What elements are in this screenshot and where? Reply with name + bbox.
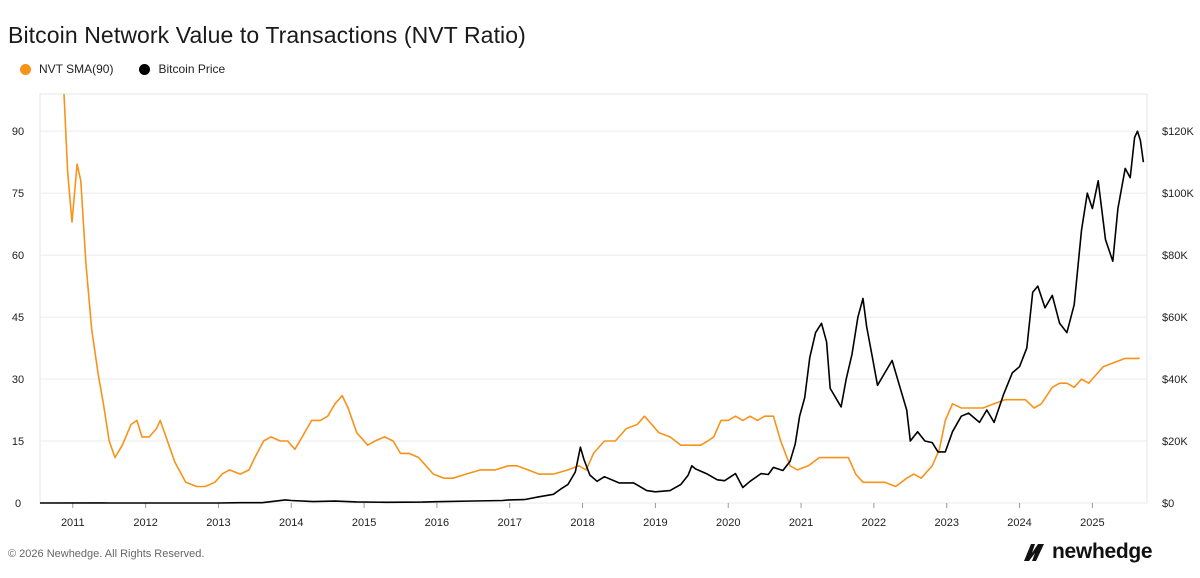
y-left-tick-label: 45 <box>12 312 24 324</box>
y-right-tick-label: $40K <box>1162 374 1188 386</box>
x-tick-label: 2025 <box>1080 517 1104 529</box>
bitcoin-price-line <box>39 130 1145 504</box>
chart-legend: NVT SMA(90) Bitcoin Price <box>20 62 225 76</box>
y-left-tick-label: 15 <box>12 436 24 448</box>
y-right-tick-label: $0 <box>1162 498 1174 510</box>
brand-name: newhedge <box>1052 540 1153 563</box>
x-tick-label: 2013 <box>206 517 230 529</box>
copyright-text: © 2026 Newhedge. All Rights Reserved. <box>8 548 205 560</box>
legend-label-price: Bitcoin Price <box>158 62 226 76</box>
legend-item-price[interactable]: Bitcoin Price <box>139 62 225 76</box>
y-right-tick-label: $100K <box>1162 188 1194 200</box>
plot-area <box>39 93 1148 504</box>
x-tick-label: 2018 <box>570 517 594 529</box>
page-title: Bitcoin Network Value to Transactions (N… <box>8 22 526 48</box>
x-tick-label: 2019 <box>643 517 667 529</box>
brand-logo[interactable]: newhedge <box>1022 540 1153 564</box>
newhedge-logo-icon <box>1024 544 1044 561</box>
y-right-tick-label: $20K <box>1162 436 1188 448</box>
y-right-tick-label: $80K <box>1162 250 1188 262</box>
x-tick-label: 2020 <box>716 517 740 529</box>
x-tick-label: 2022 <box>862 517 886 529</box>
x-tick-label: 2024 <box>1007 517 1031 529</box>
nvt-sma-line <box>63 93 1140 488</box>
y-left-tick-label: 30 <box>12 374 24 386</box>
legend-swatch-price <box>139 63 151 75</box>
x-tick-label: 2021 <box>789 517 813 529</box>
x-tick-label: 2014 <box>279 517 303 529</box>
y-left-tick-label: 90 <box>12 126 24 138</box>
x-tick-label: 2023 <box>934 517 958 529</box>
y-left-tick-label: 60 <box>12 250 24 262</box>
y-right-tick-label: $60K <box>1162 312 1188 324</box>
x-tick-label: 2012 <box>133 517 157 529</box>
legend-swatch-nvt <box>20 63 31 75</box>
y-left-tick-label: 75 <box>12 188 24 200</box>
y-left-tick-label: 0 <box>15 498 21 510</box>
legend-item-nvt[interactable]: NVT SMA(90) <box>20 62 113 76</box>
y-right-tick-label: $120K <box>1162 126 1194 138</box>
x-tick-label: 2011 <box>61 517 85 529</box>
x-tick-label: 2017 <box>498 517 522 529</box>
x-tick-label: 2015 <box>352 517 376 529</box>
x-tick-label: 2016 <box>425 517 449 529</box>
legend-label-nvt: NVT SMA(90) <box>39 62 114 76</box>
